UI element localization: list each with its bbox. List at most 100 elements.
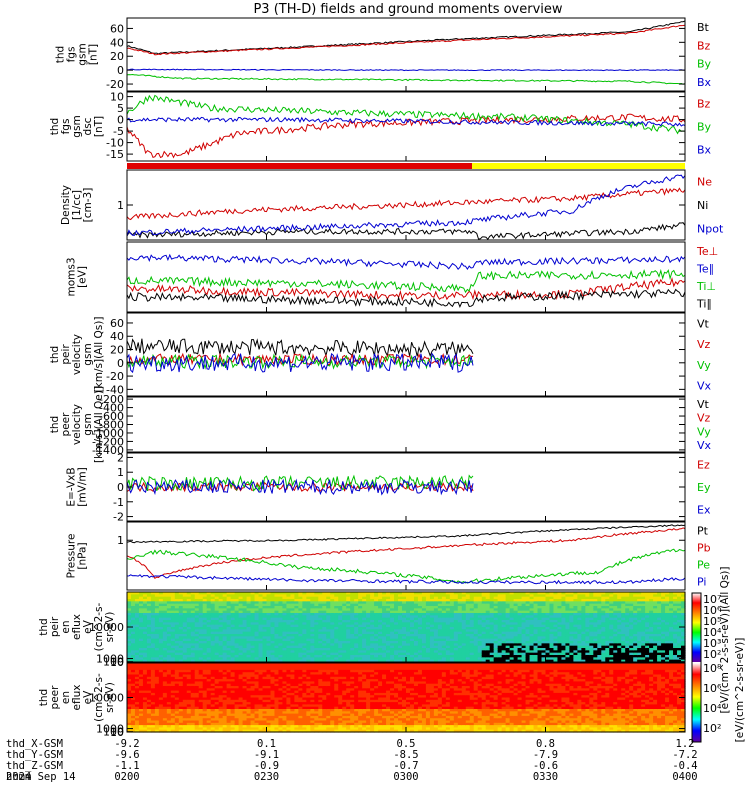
spectrogram-cell — [641, 613, 646, 616]
spectrogram-cell — [657, 641, 662, 644]
spectrogram-cell — [134, 596, 140, 600]
spectrogram-cell — [637, 610, 642, 614]
spectrogram-cell — [190, 617, 196, 621]
spectrogram-cell — [158, 599, 164, 602]
spectrogram-cell — [653, 622, 658, 626]
spectrogram-cell — [362, 622, 367, 626]
spectrogram-cell — [517, 596, 523, 600]
spectrogram-cell — [421, 592, 427, 595]
spectrogram-cell — [254, 596, 260, 600]
spectrogram-cell — [154, 718, 160, 722]
spectrogram-cell — [433, 636, 439, 640]
spectrogram-cell — [417, 631, 423, 635]
spectrogram-cell — [214, 606, 220, 609]
spectrogram-cell — [573, 650, 578, 654]
spectrogram-cell — [250, 599, 256, 602]
spectrogram-cell — [294, 613, 299, 616]
spectrogram-cell — [457, 659, 463, 663]
spectrogram-cell — [358, 617, 363, 621]
spectrogram-cell — [553, 613, 559, 616]
panel-frame — [126, 521, 686, 591]
spectrogram-cell — [170, 704, 176, 708]
spectrogram-cell — [130, 672, 136, 676]
spectrogram-cell — [457, 655, 463, 658]
spectrogram-cell — [637, 596, 642, 600]
spectrogram-cell — [493, 599, 499, 602]
panel-4: moms3 [eV]Te⊥Te∥Ti⊥Ti∥ — [66, 241, 718, 313]
spectrogram-cell — [645, 631, 650, 635]
spectrogram-cell — [569, 659, 574, 663]
spectrogram-cell — [142, 655, 148, 658]
spectrogram-cell — [282, 617, 288, 621]
spectrogram-cell — [417, 610, 423, 614]
spectrogram-cell — [182, 645, 188, 649]
spectrogram-cell — [505, 615, 511, 619]
spectrogram-cell — [413, 643, 419, 647]
spectrogram-cell — [382, 596, 387, 600]
spectrogram-cell — [234, 629, 240, 633]
spectrogram-cell — [198, 641, 204, 644]
spectrogram-cell — [513, 650, 519, 654]
spectrogram-cell — [398, 594, 403, 598]
spectrogram-cell — [581, 594, 586, 598]
spectrogram-cell — [477, 608, 483, 612]
spectrogram-cell — [394, 657, 399, 661]
spectrogram-cell — [362, 599, 367, 602]
spectrogram-cell — [641, 636, 646, 640]
spectrogram-cell — [465, 634, 471, 637]
spectrogram-cell — [330, 641, 335, 644]
spectrogram-cell — [166, 594, 172, 598]
spectrogram-cell — [162, 650, 168, 654]
spectrogram-cell — [210, 643, 216, 647]
spectrogram-cell — [146, 615, 152, 619]
spectrogram-cell — [553, 592, 559, 595]
spectrogram-cell — [645, 645, 650, 649]
spectrogram-cell — [334, 592, 339, 595]
spectrogram-cell — [222, 601, 228, 605]
spectrogram-cell — [206, 606, 212, 609]
spectrogram-cell — [677, 617, 682, 621]
spectrogram-cell — [469, 620, 475, 623]
spectrogram-cell — [186, 713, 192, 717]
spectrogram-cell — [194, 715, 200, 719]
spectrogram-cell — [234, 613, 240, 616]
spectrogram-cell — [186, 720, 192, 724]
spectrogram-cell — [681, 659, 686, 663]
spectrogram-cell — [194, 629, 200, 633]
spectrogram-cell — [537, 622, 543, 626]
spectrogram-cell — [637, 601, 642, 605]
spectrogram-cell — [226, 610, 232, 614]
spectrogram-cell — [601, 634, 606, 637]
spectrogram-cell — [278, 599, 284, 602]
spectrogram-cell — [142, 652, 148, 656]
spectrogram-cell — [533, 648, 539, 651]
spectrogram-cell — [322, 620, 327, 623]
spectrogram-cell — [406, 592, 411, 595]
spectrogram-cell — [366, 631, 371, 635]
spectrogram-cell — [493, 638, 499, 642]
spectrogram-cell — [597, 610, 602, 614]
spectrogram-cell — [242, 615, 248, 619]
spectrogram-cell — [445, 629, 451, 633]
spectrogram-cell — [673, 613, 678, 616]
spectrogram-cell — [238, 596, 244, 600]
spectrogram-cell — [286, 606, 292, 609]
legend-Pt: Pt — [697, 525, 709, 538]
spectrogram-cell — [166, 610, 172, 614]
spectrogram-cell — [286, 599, 292, 602]
spectrogram-cell — [597, 659, 602, 663]
spectrogram-cell — [669, 596, 674, 600]
spectrogram-cell — [294, 629, 299, 633]
spectrogram-cell — [581, 615, 586, 619]
spectrogram-cell — [625, 634, 630, 637]
spectrogram-cell — [194, 645, 200, 649]
spectrogram-cell — [190, 699, 196, 703]
spectrogram-cell — [477, 638, 483, 642]
spectrogram-cell — [230, 641, 236, 644]
spectrogram-cell — [282, 631, 288, 635]
spectrogram-cell — [146, 652, 152, 656]
spectrogram-cell — [162, 629, 168, 633]
spectrogram-cell — [166, 617, 172, 621]
spectrogram-cell — [310, 615, 315, 619]
spectrogram-cell — [673, 648, 678, 651]
